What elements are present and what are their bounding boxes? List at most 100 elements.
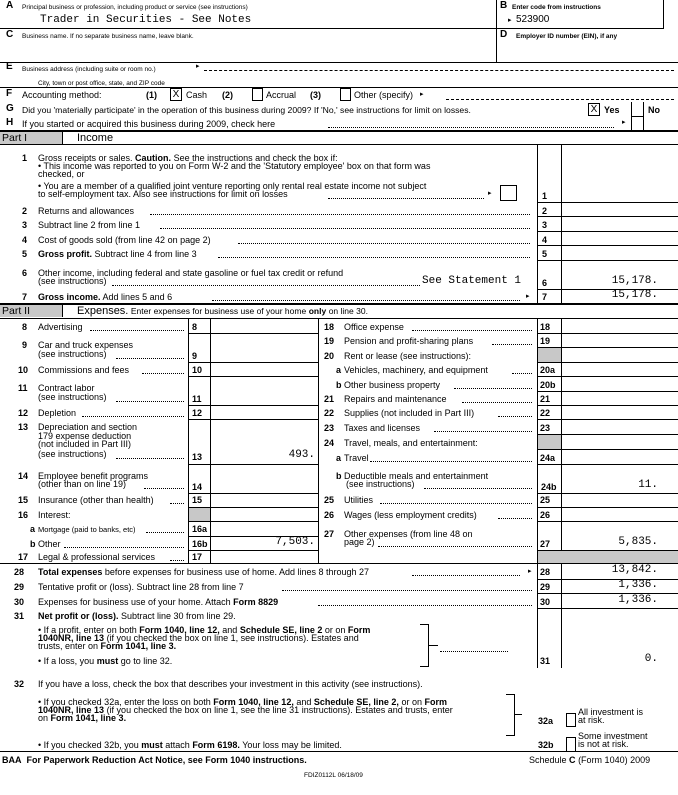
depreciation-label: 179 expense deduction <box>38 431 132 441</box>
line-box-number: 8 <box>192 322 198 332</box>
arrow-icon: ▸ <box>528 568 532 575</box>
line-box-number: 21 <box>540 394 551 404</box>
line-box-number: 1 <box>542 191 548 201</box>
line-number: 19 <box>324 336 335 346</box>
line-box-number: 29 <box>540 582 551 592</box>
contract-labor-label: Contract labor <box>38 383 95 393</box>
line-number: 9 <box>22 340 28 350</box>
statutory-employee-checkbox[interactable] <box>500 185 517 201</box>
line6-label: (see instructions) <box>38 276 107 286</box>
accrual-checkbox[interactable] <box>252 88 263 101</box>
some-not-at-risk-checkbox[interactable] <box>566 737 576 752</box>
line-box-number: 28 <box>540 567 551 577</box>
home-expenses-amount[interactable]: 1,336. <box>618 594 658 606</box>
insurance-label: Insurance (other than health) <box>38 495 154 505</box>
form-identifier: Schedule C (Form 1040) 2009 <box>529 755 651 765</box>
line-box-number: 14 <box>192 482 203 492</box>
other-method-checkbox[interactable] <box>340 88 351 101</box>
tentative-profit-amount[interactable]: 1,336. <box>618 579 658 591</box>
other-expenses-label: page 2) <box>344 537 375 547</box>
contract-labor-label: (see instructions) <box>38 392 107 402</box>
line1-label: Gross receipts or sales. Caution. See th… <box>38 153 338 163</box>
participate-yes-checkbox[interactable]: X <box>588 103 600 116</box>
depletion-label: Depletion <box>38 408 77 418</box>
accounting-method-label: Accounting method: <box>22 90 102 100</box>
line-box-number: 23 <box>540 423 551 433</box>
line-box-number: 11 <box>192 394 202 404</box>
line-box-number: 12 <box>192 408 203 418</box>
meals-amount[interactable]: 11. <box>638 479 658 491</box>
line-box-number: 6 <box>542 278 548 288</box>
line-box-number: 30 <box>540 597 551 607</box>
line-letter: E <box>6 61 13 72</box>
home-expenses-label: Expenses for business use of your home. … <box>38 597 279 607</box>
some-not-at-risk-label: Some investment <box>578 731 648 741</box>
legal-label: Legal & professional services <box>38 552 156 562</box>
line-number: 21 <box>324 394 335 404</box>
line1-bullet: to self-employment tax. Also see instruc… <box>38 189 288 199</box>
line-box-number: 31 <box>540 656 551 666</box>
line-box-number: 32b <box>538 740 554 750</box>
line-number: 26 <box>324 510 335 520</box>
business-code-field[interactable]: 523900 <box>516 14 550 25</box>
line-box-number: 22 <box>540 408 551 418</box>
total-expenses-label: Total expenses before expenses for busin… <box>38 567 370 577</box>
travel-label: Travel <box>344 453 369 463</box>
depreciation-amount[interactable]: 493. <box>288 449 315 461</box>
line-number: a <box>336 453 342 463</box>
vehicles-label: Vehicles, machinery, and equipment <box>344 365 488 375</box>
other-interest-amount[interactable]: 7,503. <box>275 536 315 548</box>
business-field[interactable]: Trader in Securities - See Notes <box>40 14 252 26</box>
line-number: 1 <box>22 153 28 163</box>
line-box-number: 9 <box>192 351 198 361</box>
arrow-icon: ▸ <box>526 293 530 300</box>
line4-label: Cost of goods sold (from line 42 on page… <box>38 235 211 245</box>
address-field[interactable] <box>204 70 674 71</box>
other-expenses-amount[interactable]: 5,835. <box>618 536 658 548</box>
line-number: b <box>336 380 342 390</box>
some-not-at-risk-label: is not at risk. <box>578 739 629 749</box>
net-profit-instructions: • If a profit, enter on both Form 1040, … <box>38 625 371 635</box>
net-profit-amount[interactable]: 0. <box>644 653 658 665</box>
gross-income-amount[interactable]: 15,178. <box>611 289 658 301</box>
wages-label: Wages (less employment credits) <box>344 510 477 520</box>
line-letter: A <box>6 0 14 11</box>
mortgage-label: Mortgage (paid to banks, etc) <box>38 525 136 534</box>
line-box-number: 5 <box>542 249 548 259</box>
line2-label: Returns and allowances <box>38 206 135 216</box>
line-number: 6 <box>22 268 28 278</box>
cash-checkbox[interactable]: X <box>170 88 182 101</box>
line1-bullet: • This income was reported to you on For… <box>38 161 431 171</box>
option-number: (3) <box>310 90 321 100</box>
line-number: 5 <box>22 249 28 259</box>
all-at-risk-checkbox[interactable] <box>566 713 576 727</box>
material-participation-label: Did you 'materially participate' in the … <box>22 105 471 115</box>
car-truck-label: Car and truck expenses <box>38 340 134 350</box>
net-profit-instructions: trusts, enter on Form 1041, line 3. <box>38 641 177 651</box>
net-profit-instructions: 1040NR, line 13 (if you checked the box … <box>38 633 359 643</box>
line-number: 25 <box>324 495 335 505</box>
travel-meals-label: Travel, meals, and entertainment: <box>344 438 478 448</box>
arrow-icon: ▸ <box>622 119 626 126</box>
other-interest-label: Other <box>38 539 61 549</box>
other-method-field[interactable] <box>446 99 674 100</box>
total-expenses-amount[interactable]: 13,842. <box>611 564 658 576</box>
option-number: (2) <box>222 90 233 100</box>
advertising-label: Advertising <box>38 322 83 332</box>
line-box-number: 10 <box>192 365 203 375</box>
line-number: 2 <box>22 206 28 216</box>
participate-no-checkbox[interactable] <box>632 102 643 116</box>
supplies-label: Supplies (not included in Part III) <box>344 408 475 418</box>
ein-label: Employer ID number (EIN), if any <box>516 33 618 40</box>
other-income-amount[interactable]: 15,178. <box>611 275 658 287</box>
line-number: 3 <box>22 220 28 230</box>
line-box-number: 15 <box>192 495 203 505</box>
line-box-number: 16b <box>192 539 208 549</box>
line-number: 28 <box>14 567 25 577</box>
started-business-checkbox[interactable] <box>632 117 643 131</box>
all-at-risk-label: All investment is <box>578 707 644 717</box>
line-box-number: 25 <box>540 495 551 505</box>
statement-reference: See Statement 1 <box>422 275 522 287</box>
code-label: Enter code from instructions <box>512 4 601 11</box>
